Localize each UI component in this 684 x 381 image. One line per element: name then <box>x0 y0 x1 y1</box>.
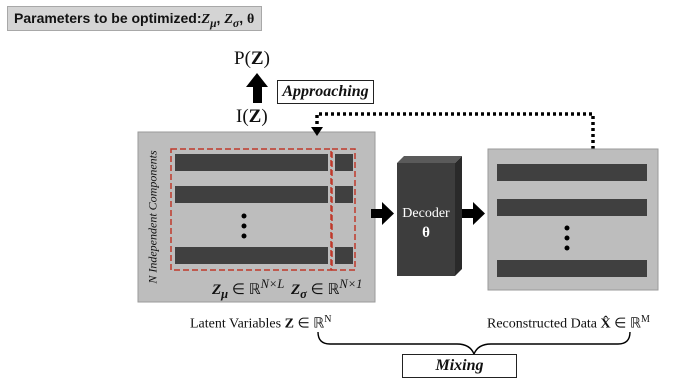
p-z-prefix: P( <box>234 48 251 69</box>
decoder-block <box>397 156 462 276</box>
recon-dot <box>564 225 570 231</box>
z-mu-in: ∈ ℝ <box>228 282 261 298</box>
latent-caption-in: ∈ ℝ <box>293 316 325 332</box>
sigma-bar <box>335 154 353 171</box>
header-z-sigma: Z <box>224 12 233 27</box>
latent-bar <box>175 186 328 203</box>
header-sep2: , <box>239 10 247 26</box>
decoder-theta: θ <box>422 225 430 241</box>
latent-bar <box>175 247 328 264</box>
recon-caption-var: X̂ <box>600 316 611 332</box>
recon-bar <box>497 164 647 181</box>
z-mu-sup: N×L <box>260 277 285 291</box>
mixing-label: Mixing <box>435 357 484 374</box>
i-z-var: Z <box>248 106 262 127</box>
sigma-bar <box>335 247 353 264</box>
z-sigma-sup: N×1 <box>339 277 363 291</box>
header-mu: μ <box>210 16 217 30</box>
z-sigma-label: Zσ ∈ ℝN×1 <box>291 277 362 302</box>
recon-bar <box>497 199 647 216</box>
recon-dot <box>564 245 570 251</box>
z-mu-label: Zμ ∈ ℝN×L <box>212 277 284 302</box>
latent-dot <box>241 223 247 229</box>
latent-dot <box>241 213 247 219</box>
p-z-label: P(Z) <box>234 48 270 70</box>
p-z-var: Z <box>250 48 264 69</box>
header-z-mu: Z <box>201 12 211 27</box>
independent-components-label: N Independent Components <box>145 150 160 284</box>
arrow-to-decoder <box>371 202 394 225</box>
approaching-label: Approaching <box>282 83 369 100</box>
i-z-suffix: ) <box>261 106 268 127</box>
latent-dot <box>241 233 247 239</box>
p-z-suffix: ) <box>263 48 270 69</box>
latent-caption-text: Latent Variables <box>190 316 285 332</box>
z-sigma-sub: σ <box>300 287 307 301</box>
mixing-brace <box>317 331 631 356</box>
sigma-bar <box>335 186 353 203</box>
mixing-box: Mixing <box>402 354 517 378</box>
latent-caption: Latent Variables Z ∈ ℝN <box>190 314 331 333</box>
header-prefix: Parameters to be optimized: <box>14 10 202 26</box>
header-theta: θ <box>246 12 255 27</box>
recon-dot <box>564 235 570 241</box>
approaching-box: Approaching <box>277 80 374 104</box>
recon-caption-text: Reconstructed Data <box>487 316 601 332</box>
decoder-label: Decoder <box>402 206 450 221</box>
arrow-to-recon <box>462 202 485 225</box>
z-sigma-var: Z <box>291 282 301 298</box>
z-sigma-dashed-group <box>331 148 356 271</box>
approaching-arrow <box>246 73 268 103</box>
recon-caption-in: ∈ ℝ <box>610 316 641 332</box>
z-mu-dashed-group <box>170 148 332 271</box>
z-mu-var: Z <box>212 282 222 298</box>
z-sigma-in: ∈ ℝ <box>306 282 340 298</box>
latent-caption-sup: N <box>324 314 332 325</box>
latent-caption-var: Z <box>284 316 294 332</box>
i-z-label: I(Z) <box>236 106 268 128</box>
recon-caption: Reconstructed Data X̂ ∈ ℝM <box>487 314 650 333</box>
recon-caption-sup: M <box>640 314 650 325</box>
recon-bar <box>497 260 647 277</box>
header-sep1: , <box>216 10 225 26</box>
parameters-header: Parameters to be optimized:Zμ, Zσ, θ <box>7 6 262 31</box>
feedback-arrowhead <box>311 127 323 136</box>
feedback-dotted-path <box>315 112 595 149</box>
latent-bar <box>175 154 328 171</box>
z-mu-sub: μ <box>221 287 229 301</box>
header-sigma: σ <box>232 16 240 30</box>
i-z-prefix: I( <box>236 106 249 127</box>
